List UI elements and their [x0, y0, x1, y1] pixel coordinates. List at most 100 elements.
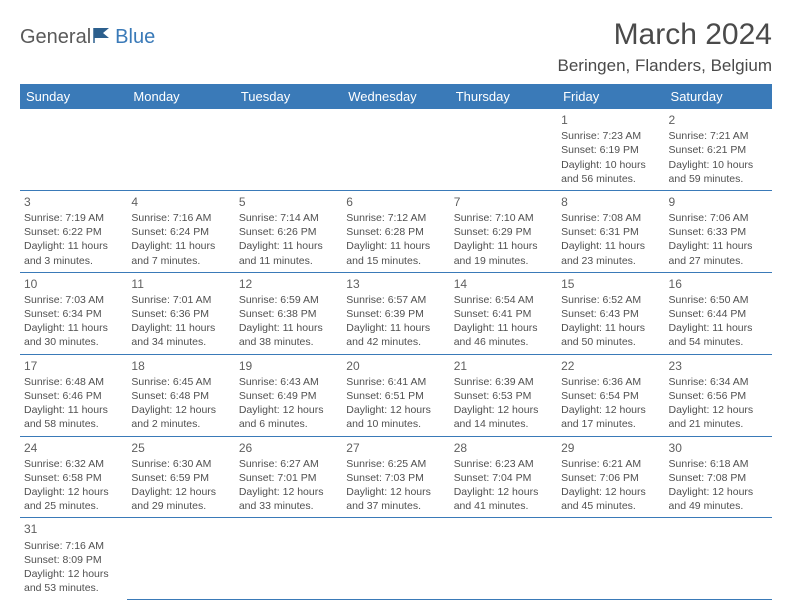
sunrise-text: Sunrise: 6:30 AM [131, 457, 230, 471]
day-number: 12 [239, 276, 338, 292]
calendar-cell: 6Sunrise: 7:12 AMSunset: 6:28 PMDaylight… [342, 190, 449, 272]
day-number: 24 [24, 440, 123, 456]
month-title: March 2024 [557, 18, 772, 52]
flag-icon [93, 26, 115, 49]
day-number: 19 [239, 358, 338, 374]
weekday-header: Wednesday [342, 84, 449, 109]
sunrise-text: Sunrise: 6:54 AM [454, 293, 553, 307]
day-number: 29 [561, 440, 660, 456]
calendar-cell: 4Sunrise: 7:16 AMSunset: 6:24 PMDaylight… [127, 190, 234, 272]
calendar-cell: 31Sunrise: 7:16 AMSunset: 8:09 PMDayligh… [20, 518, 127, 599]
day-number: 2 [669, 112, 768, 128]
daylight-text: Daylight: 12 hours and 33 minutes. [239, 485, 338, 513]
sunset-text: Sunset: 6:31 PM [561, 225, 660, 239]
calendar-cell: 21Sunrise: 6:39 AMSunset: 6:53 PMDayligh… [450, 354, 557, 436]
calendar-cell [127, 518, 234, 599]
daylight-text: Daylight: 11 hours and 27 minutes. [669, 239, 768, 267]
day-number: 10 [24, 276, 123, 292]
logo: General Blue [20, 26, 155, 49]
sunset-text: Sunset: 6:56 PM [669, 389, 768, 403]
sunset-text: Sunset: 7:04 PM [454, 471, 553, 485]
sunset-text: Sunset: 6:19 PM [561, 143, 660, 157]
daylight-text: Daylight: 11 hours and 23 minutes. [561, 239, 660, 267]
calendar-cell [235, 518, 342, 599]
day-number: 22 [561, 358, 660, 374]
calendar-cell: 3Sunrise: 7:19 AMSunset: 6:22 PMDaylight… [20, 190, 127, 272]
sunrise-text: Sunrise: 6:43 AM [239, 375, 338, 389]
day-number: 25 [131, 440, 230, 456]
sunset-text: Sunset: 6:26 PM [239, 225, 338, 239]
calendar-cell [450, 109, 557, 190]
daylight-text: Daylight: 12 hours and 21 minutes. [669, 403, 768, 431]
daylight-text: Daylight: 11 hours and 7 minutes. [131, 239, 230, 267]
day-number: 9 [669, 194, 768, 210]
daylight-text: Daylight: 11 hours and 54 minutes. [669, 321, 768, 349]
daylight-text: Daylight: 11 hours and 42 minutes. [346, 321, 445, 349]
daylight-text: Daylight: 12 hours and 45 minutes. [561, 485, 660, 513]
sunset-text: Sunset: 6:54 PM [561, 389, 660, 403]
location: Beringen, Flanders, Belgium [557, 56, 772, 76]
calendar-cell: 11Sunrise: 7:01 AMSunset: 6:36 PMDayligh… [127, 272, 234, 354]
calendar-cell: 20Sunrise: 6:41 AMSunset: 6:51 PMDayligh… [342, 354, 449, 436]
sunrise-text: Sunrise: 6:25 AM [346, 457, 445, 471]
calendar-cell: 26Sunrise: 6:27 AMSunset: 7:01 PMDayligh… [235, 436, 342, 518]
logo-text-general: General [20, 26, 91, 49]
calendar-cell: 13Sunrise: 6:57 AMSunset: 6:39 PMDayligh… [342, 272, 449, 354]
sunset-text: Sunset: 6:41 PM [454, 307, 553, 321]
calendar-head: SundayMondayTuesdayWednesdayThursdayFrid… [20, 84, 772, 109]
calendar-cell: 30Sunrise: 6:18 AMSunset: 7:08 PMDayligh… [665, 436, 772, 518]
daylight-text: Daylight: 12 hours and 37 minutes. [346, 485, 445, 513]
daylight-text: Daylight: 12 hours and 25 minutes. [24, 485, 123, 513]
sunset-text: Sunset: 6:39 PM [346, 307, 445, 321]
daylight-text: Daylight: 12 hours and 14 minutes. [454, 403, 553, 431]
sunrise-text: Sunrise: 6:18 AM [669, 457, 768, 471]
sunrise-text: Sunrise: 6:34 AM [669, 375, 768, 389]
daylight-text: Daylight: 12 hours and 53 minutes. [24, 567, 123, 595]
daylight-text: Daylight: 12 hours and 2 minutes. [131, 403, 230, 431]
calendar-cell [665, 518, 772, 599]
weekday-header: Tuesday [235, 84, 342, 109]
calendar-cell [342, 109, 449, 190]
day-number: 28 [454, 440, 553, 456]
sunset-text: Sunset: 6:38 PM [239, 307, 338, 321]
sunrise-text: Sunrise: 7:12 AM [346, 211, 445, 225]
calendar-cell: 10Sunrise: 7:03 AMSunset: 6:34 PMDayligh… [20, 272, 127, 354]
sunrise-text: Sunrise: 6:21 AM [561, 457, 660, 471]
day-number: 6 [346, 194, 445, 210]
sunrise-text: Sunrise: 6:48 AM [24, 375, 123, 389]
day-number: 17 [24, 358, 123, 374]
weekday-header: Friday [557, 84, 664, 109]
daylight-text: Daylight: 12 hours and 17 minutes. [561, 403, 660, 431]
daylight-text: Daylight: 11 hours and 11 minutes. [239, 239, 338, 267]
sunset-text: Sunset: 8:09 PM [24, 553, 123, 567]
day-number: 13 [346, 276, 445, 292]
daylight-text: Daylight: 12 hours and 6 minutes. [239, 403, 338, 431]
sunrise-text: Sunrise: 7:03 AM [24, 293, 123, 307]
weekday-header: Saturday [665, 84, 772, 109]
calendar-cell: 17Sunrise: 6:48 AMSunset: 6:46 PMDayligh… [20, 354, 127, 436]
header: General Blue March 2024 Beringen, Flande… [20, 18, 772, 76]
weekday-header: Sunday [20, 84, 127, 109]
daylight-text: Daylight: 11 hours and 50 minutes. [561, 321, 660, 349]
calendar-cell: 9Sunrise: 7:06 AMSunset: 6:33 PMDaylight… [665, 190, 772, 272]
calendar-cell: 22Sunrise: 6:36 AMSunset: 6:54 PMDayligh… [557, 354, 664, 436]
calendar-cell: 28Sunrise: 6:23 AMSunset: 7:04 PMDayligh… [450, 436, 557, 518]
calendar-cell [450, 518, 557, 599]
sunrise-text: Sunrise: 6:45 AM [131, 375, 230, 389]
sunset-text: Sunset: 6:48 PM [131, 389, 230, 403]
sunset-text: Sunset: 6:46 PM [24, 389, 123, 403]
calendar-table: SundayMondayTuesdayWednesdayThursdayFrid… [20, 84, 772, 600]
calendar-cell: 7Sunrise: 7:10 AMSunset: 6:29 PMDaylight… [450, 190, 557, 272]
sunrise-text: Sunrise: 6:27 AM [239, 457, 338, 471]
day-number: 20 [346, 358, 445, 374]
sunrise-text: Sunrise: 7:16 AM [24, 539, 123, 553]
day-number: 21 [454, 358, 553, 374]
daylight-text: Daylight: 11 hours and 38 minutes. [239, 321, 338, 349]
calendar-cell [235, 109, 342, 190]
sunrise-text: Sunrise: 6:59 AM [239, 293, 338, 307]
day-number: 16 [669, 276, 768, 292]
calendar-cell [20, 109, 127, 190]
sunset-text: Sunset: 6:59 PM [131, 471, 230, 485]
weekday-header: Monday [127, 84, 234, 109]
day-number: 15 [561, 276, 660, 292]
